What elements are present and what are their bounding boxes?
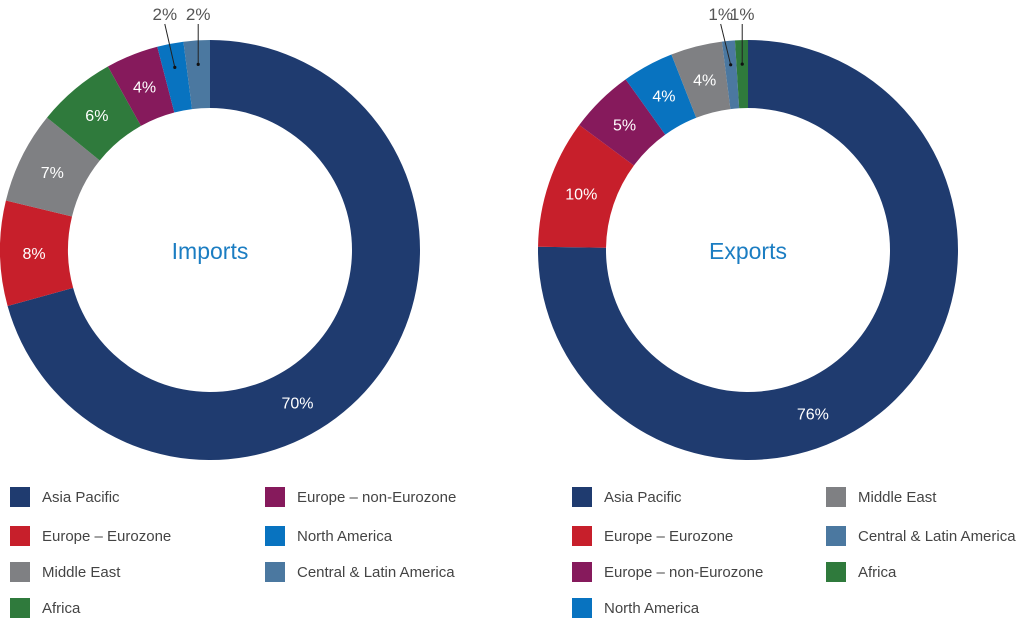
data-label: 7% xyxy=(41,165,64,182)
legend-swatch xyxy=(826,562,846,582)
legend-swatch xyxy=(10,598,30,618)
leader-dot xyxy=(196,62,200,66)
data-label: 4% xyxy=(133,80,156,97)
data-label: 4% xyxy=(693,72,716,89)
legend-swatch xyxy=(572,562,592,582)
slice-exports-asia-pacific xyxy=(538,40,959,460)
legend-swatch xyxy=(10,526,30,546)
legend-swatch xyxy=(265,526,285,546)
legend-label: Europe – non-Eurozone xyxy=(604,563,764,581)
chart-title: Exports xyxy=(709,238,787,264)
data-label: 70% xyxy=(281,396,313,413)
legend-item-europe-eurozone: Europe – Eurozone xyxy=(572,525,733,547)
data-label: 5% xyxy=(613,118,636,135)
legend-label: Asia Pacific xyxy=(42,488,120,506)
leader-dot xyxy=(173,65,177,69)
slice-imports-europe-eurozone xyxy=(0,200,74,306)
legend-item-asia-pacific: Asia Pacific xyxy=(572,486,682,508)
legend-item-north-america: North America xyxy=(572,597,699,619)
legend-swatch xyxy=(10,562,30,582)
legend-item-north-america: North America xyxy=(265,525,392,547)
legend-item-europe-non-eurozone: Europe – non-Eurozone xyxy=(265,486,456,508)
leader-line xyxy=(720,23,732,65)
slice-imports-central-latin-america xyxy=(183,40,210,110)
legend-item-central-latin-america: Central & Latin America xyxy=(826,525,1016,547)
slice-exports-europe-non-eurozone xyxy=(579,79,666,166)
legend-label: Central & Latin America xyxy=(858,527,1016,545)
legend-label: Asia Pacific xyxy=(604,488,682,506)
data-label: 4% xyxy=(652,88,675,105)
data-label-outside: 2% xyxy=(186,5,211,24)
legend-swatch xyxy=(826,487,846,507)
legend-swatch xyxy=(572,487,592,507)
slice-exports-europe-eurozone xyxy=(538,124,634,248)
slice-imports-africa xyxy=(47,66,141,161)
legend-item-europe-non-eurozone: Europe – non-Eurozone xyxy=(572,561,763,583)
slice-imports-asia-pacific xyxy=(7,40,421,460)
chart-title: Imports xyxy=(172,238,249,264)
data-label: 8% xyxy=(22,246,45,263)
legend-swatch xyxy=(265,487,285,507)
legend-label: Europe – non-Eurozone xyxy=(297,488,457,506)
legend-label: Africa xyxy=(42,599,81,617)
legend-item-africa: Africa xyxy=(10,597,80,619)
legend-item-middle-east: Middle East xyxy=(10,561,120,583)
legend-label: Europe – Eurozone xyxy=(604,527,734,545)
slice-exports-africa xyxy=(734,40,748,109)
data-label: 76% xyxy=(797,407,829,424)
slice-exports-north-america xyxy=(625,54,697,135)
legend-swatch xyxy=(265,562,285,582)
legend-label: Middle East xyxy=(42,563,121,581)
slice-imports-north-america xyxy=(157,41,193,113)
leader-dot xyxy=(729,63,733,67)
legend-item-africa: Africa xyxy=(826,561,896,583)
legend-label: Central & Latin America xyxy=(297,563,455,581)
legend-swatch xyxy=(572,526,592,546)
legend-item-central-latin-america: Central & Latin America xyxy=(265,561,455,583)
legend-label: Africa xyxy=(858,563,897,581)
slice-imports-middle-east xyxy=(5,117,100,217)
data-label-outside: 1% xyxy=(708,5,733,24)
data-label-outside: 2% xyxy=(153,5,178,24)
legend-label: North America xyxy=(297,527,393,545)
legend-label: North America xyxy=(604,599,700,617)
legend-swatch xyxy=(572,598,592,618)
slice-exports-central-latin-america xyxy=(721,40,740,110)
data-label: 10% xyxy=(565,187,597,204)
legend-item-asia-pacific: Asia Pacific xyxy=(10,486,120,508)
leader-line xyxy=(164,23,176,68)
data-label-outside: 1% xyxy=(730,5,755,24)
legend-item-middle-east: Middle East xyxy=(826,486,936,508)
slice-exports-middle-east xyxy=(671,41,731,118)
legend-label: Middle East xyxy=(858,488,937,506)
legend-label: Europe – Eurozone xyxy=(42,527,172,545)
legend-item-europe-eurozone: Europe – Eurozone xyxy=(10,525,171,547)
slice-imports-europe-non-eurozone xyxy=(107,46,175,126)
leader-dot xyxy=(740,62,744,66)
legend-swatch xyxy=(10,487,30,507)
data-label: 6% xyxy=(85,108,108,125)
legend-swatch xyxy=(826,526,846,546)
